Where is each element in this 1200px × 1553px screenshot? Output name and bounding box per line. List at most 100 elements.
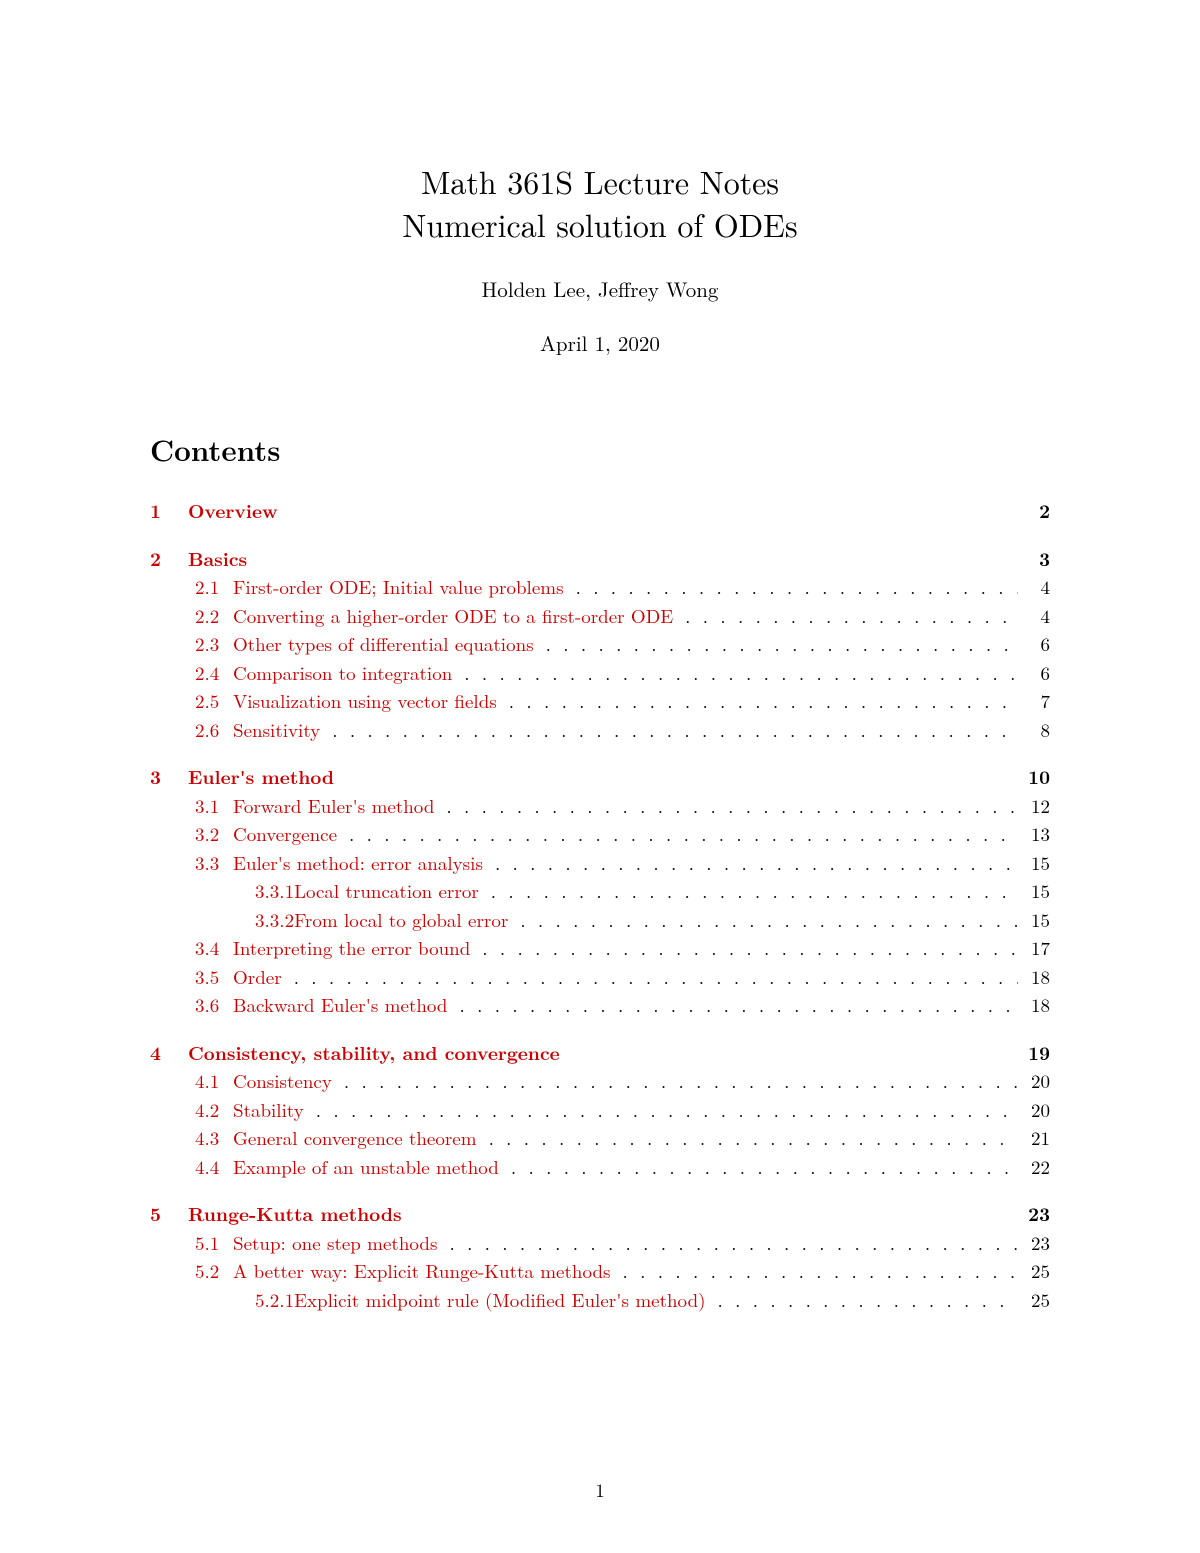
toc-page: 18 bbox=[1018, 991, 1050, 1020]
toc-number: 2.5 bbox=[195, 687, 233, 716]
toc-section: 2Basics32.1First-order ODE; Initial valu… bbox=[150, 544, 1050, 745]
toc-subsection-row[interactable]: 3.5Order18 bbox=[150, 963, 1050, 992]
toc-subsection-row[interactable]: 2.4Comparison to integration6 bbox=[150, 659, 1050, 688]
toc-dots bbox=[712, 1286, 1018, 1315]
toc-section-row[interactable]: 5Runge-Kutta methods23 bbox=[150, 1199, 1050, 1229]
toc-page: 25 bbox=[1018, 1286, 1050, 1315]
toc-number: 4.2 bbox=[195, 1096, 233, 1125]
toc-section-row[interactable]: 3Euler's method 10 bbox=[150, 762, 1050, 792]
toc-title: Converting a higher-order ODE to a first… bbox=[233, 602, 679, 631]
authors: Holden Lee, Jeffrey Wong bbox=[150, 274, 1050, 304]
toc-subsubsection-row[interactable]: 3.3.1Local truncation error15 bbox=[150, 877, 1050, 906]
toc-subsection-row[interactable]: 2.3Other types of differential equations… bbox=[150, 630, 1050, 659]
toc-number: 3.5 bbox=[195, 963, 233, 992]
toc-title: Example of an unstable method bbox=[233, 1153, 505, 1182]
toc-dots bbox=[338, 1067, 1018, 1096]
toc-dots bbox=[503, 687, 1018, 716]
document-page: Math 361S Lecture Notes Numerical soluti… bbox=[0, 0, 1200, 1553]
table-of-contents: 1Overview22Basics32.1First-order ODE; In… bbox=[150, 496, 1050, 1314]
toc-page: 21 bbox=[1018, 1124, 1050, 1153]
toc-page: 15 bbox=[1018, 877, 1050, 906]
toc-page: 10 bbox=[1018, 762, 1050, 791]
toc-page: 6 bbox=[1018, 659, 1050, 688]
toc-title: Sensitivity bbox=[233, 716, 326, 745]
toc-title: Euler's method bbox=[188, 762, 340, 791]
toc-subsection-row[interactable]: 3.4Interpreting the error bound17 bbox=[150, 934, 1050, 963]
toc-number: 5 bbox=[150, 1199, 188, 1228]
toc-subsection-row[interactable]: 3.3Euler's method: error analysis15 bbox=[150, 849, 1050, 878]
title-block: Math 361S Lecture Notes Numerical soluti… bbox=[150, 160, 1050, 358]
toc-subsection-row[interactable]: 4.1Consistency20 bbox=[150, 1067, 1050, 1096]
toc-number: 2.4 bbox=[195, 659, 233, 688]
toc-title: Consistency, stability, and convergence bbox=[188, 1038, 566, 1067]
toc-number: 3 bbox=[150, 762, 188, 791]
toc-number: 2 bbox=[150, 544, 188, 573]
toc-subsection-row[interactable]: 3.2Convergence13 bbox=[150, 820, 1050, 849]
toc-title: Interpreting the error bound bbox=[233, 934, 476, 963]
toc-dots bbox=[310, 1096, 1018, 1125]
toc-number: 3.2 bbox=[195, 820, 233, 849]
toc-dots bbox=[617, 1257, 1018, 1286]
toc-subsection-row[interactable]: 2.6Sensitivity8 bbox=[150, 716, 1050, 745]
toc-subsection-row[interactable]: 4.2Stability20 bbox=[150, 1096, 1050, 1125]
toc-number: 4.4 bbox=[195, 1153, 233, 1182]
toc-page: 12 bbox=[1018, 792, 1050, 821]
toc-section-row[interactable]: 4Consistency, stability, and convergence… bbox=[150, 1038, 1050, 1068]
toc-title: Order bbox=[233, 963, 288, 992]
toc-dots bbox=[514, 906, 1018, 935]
toc-title: First-order ODE; Initial value problems bbox=[233, 573, 570, 602]
toc-number: 2.2 bbox=[195, 602, 233, 631]
toc-subsection-row[interactable]: 2.2Converting a higher-order ODE to a fi… bbox=[150, 602, 1050, 631]
toc-dots bbox=[288, 963, 1018, 992]
toc-subsection-row[interactable]: 2.5Visualization using vector fields7 bbox=[150, 687, 1050, 716]
toc-section: 3Euler's method103.1Forward Euler's meth… bbox=[150, 762, 1050, 1020]
toc-subsection-row[interactable]: 2.1First-order ODE; Initial value proble… bbox=[150, 573, 1050, 602]
toc-title: Consistency bbox=[233, 1067, 338, 1096]
toc-section-row[interactable]: 1Overview2 bbox=[150, 496, 1050, 526]
toc-page: 4 bbox=[1018, 602, 1050, 631]
toc-dots bbox=[476, 934, 1018, 963]
toc-title: Overview bbox=[188, 496, 284, 525]
toc-subsubsection-row[interactable]: 5.2.1Explicit midpoint rule (Modified Eu… bbox=[150, 1286, 1050, 1315]
toc-title: A better way: Explicit Runge-Kutta metho… bbox=[233, 1257, 617, 1286]
toc-section: 5Runge-Kutta methods235.1Setup: one step… bbox=[150, 1199, 1050, 1314]
toc-number: 4 bbox=[150, 1038, 188, 1067]
toc-section: 1Overview2 bbox=[150, 496, 1050, 526]
toc-subsection-row[interactable]: 3.6Backward Euler's method18 bbox=[150, 991, 1050, 1020]
toc-subsection-row[interactable]: 5.1Setup: one step methods 23 bbox=[150, 1229, 1050, 1258]
toc-page: 19 bbox=[1018, 1038, 1050, 1067]
toc-dots bbox=[505, 1153, 1018, 1182]
toc-page: 17 bbox=[1018, 934, 1050, 963]
toc-title: General convergence theorem bbox=[233, 1124, 483, 1153]
toc-number: 4.1 bbox=[195, 1067, 233, 1096]
toc-title: Setup: one step methods bbox=[233, 1229, 443, 1258]
toc-title: Forward Euler's method bbox=[233, 792, 440, 821]
toc-page: 23 bbox=[1018, 1229, 1050, 1258]
toc-subsection-row[interactable]: 4.3General convergence theorem 21 bbox=[150, 1124, 1050, 1153]
toc-number: 5.1 bbox=[195, 1229, 233, 1258]
toc-dots bbox=[458, 659, 1018, 688]
toc-page: 7 bbox=[1018, 687, 1050, 716]
toc-page: 3 bbox=[1018, 544, 1050, 573]
toc-number: 3.3 bbox=[195, 849, 233, 878]
toc-dots bbox=[454, 991, 1019, 1020]
toc-subsubsection-row[interactable]: 3.3.2From local to global error15 bbox=[150, 906, 1050, 935]
toc-number: 5.2.1 bbox=[255, 1286, 294, 1315]
toc-title: Basics bbox=[188, 544, 253, 573]
toc-page: 15 bbox=[1018, 906, 1050, 935]
toc-number: 2.1 bbox=[195, 573, 233, 602]
toc-subsection-row[interactable]: 3.1Forward Euler's method 12 bbox=[150, 792, 1050, 821]
title-line-2: Numerical solution of ODEs bbox=[150, 203, 1050, 246]
toc-title: Explicit midpoint rule (Modified Euler's… bbox=[294, 1286, 711, 1315]
toc-section-row[interactable]: 2Basics 3 bbox=[150, 544, 1050, 574]
toc-number: 5.2 bbox=[195, 1257, 233, 1286]
toc-subsection-row[interactable]: 5.2A better way: Explicit Runge-Kutta me… bbox=[150, 1257, 1050, 1286]
toc-number: 3.1 bbox=[195, 792, 233, 821]
toc-subsection-row[interactable]: 4.4Example of an unstable method22 bbox=[150, 1153, 1050, 1182]
toc-title: Convergence bbox=[233, 820, 343, 849]
toc-number: 4.3 bbox=[195, 1124, 233, 1153]
toc-page: 20 bbox=[1018, 1096, 1050, 1125]
toc-page: 4 bbox=[1018, 573, 1050, 602]
toc-dots bbox=[570, 573, 1018, 602]
toc-number: 2.6 bbox=[195, 716, 233, 745]
